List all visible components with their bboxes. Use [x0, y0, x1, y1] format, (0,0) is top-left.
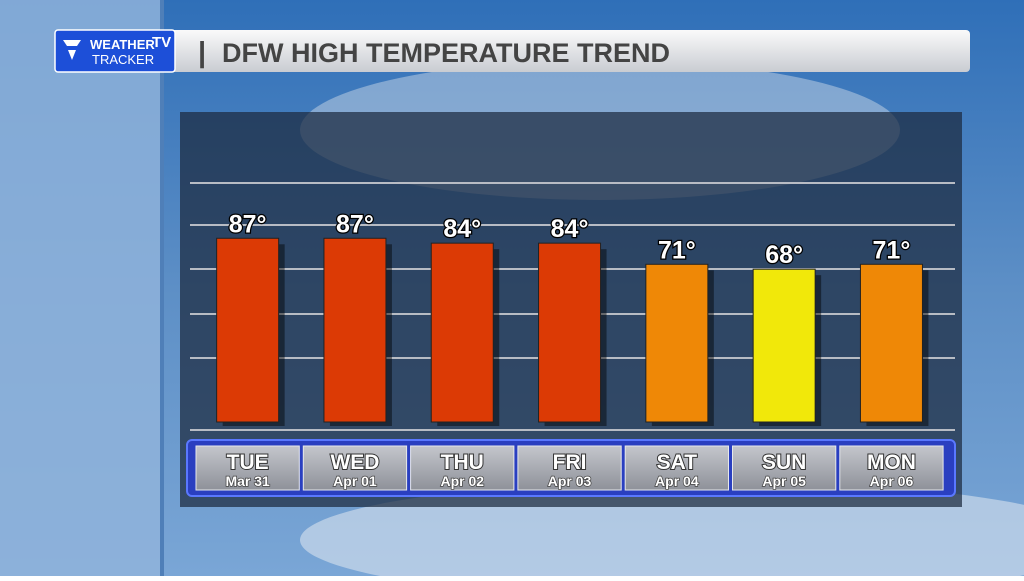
- bar: [538, 242, 602, 423]
- category-cell: [839, 445, 944, 491]
- category-cell: [517, 445, 622, 491]
- bar: [859, 263, 923, 423]
- logo-box: [54, 29, 176, 73]
- date-label: Apr 06: [870, 473, 914, 489]
- bar: [752, 268, 816, 423]
- chart-title: DFW HIGH TEMPERATURE TREND: [222, 38, 670, 68]
- value-label: 87°: [229, 210, 267, 238]
- x-tick-label: SAT: [657, 451, 698, 474]
- date-label: Apr 05: [762, 473, 806, 489]
- logo-text: TV: [152, 34, 171, 51]
- x-tick-label: SUN: [762, 451, 806, 474]
- bar: [430, 242, 494, 423]
- side-edge: [160, 0, 164, 576]
- logo-text: TRACKER: [92, 52, 154, 67]
- bar: [323, 237, 387, 423]
- date-label: Apr 02: [440, 473, 484, 489]
- value-label: 71°: [873, 236, 911, 264]
- category-cell: [302, 445, 408, 491]
- title-separator: |: [198, 37, 206, 69]
- value-label: 68°: [765, 241, 803, 269]
- date-label: Apr 04: [655, 473, 699, 489]
- date-label: Apr 03: [548, 473, 592, 489]
- category-cell: [410, 445, 515, 491]
- side-panel: [0, 0, 160, 576]
- date-label: Apr 01: [333, 473, 377, 489]
- value-label: 87°: [336, 210, 374, 238]
- x-tick-label: MON: [867, 451, 916, 474]
- bar: [645, 263, 709, 423]
- value-label: 71°: [658, 236, 696, 264]
- x-tick-label: FRI: [553, 451, 587, 474]
- category-cell: [732, 445, 837, 491]
- value-label: 84°: [551, 215, 589, 243]
- x-tick-label: THU: [441, 451, 484, 474]
- logo-icon: [63, 40, 81, 60]
- x-tick-label: TUE: [227, 451, 269, 474]
- date-label: Mar 31: [225, 473, 270, 489]
- bar: [216, 237, 280, 423]
- title-bar: [55, 30, 970, 72]
- category-cell: [195, 445, 300, 491]
- x-tick-label: WED: [330, 451, 379, 474]
- value-label: 84°: [443, 215, 481, 243]
- category-cell: [624, 445, 730, 491]
- logo-text: WEATHER: [90, 37, 155, 52]
